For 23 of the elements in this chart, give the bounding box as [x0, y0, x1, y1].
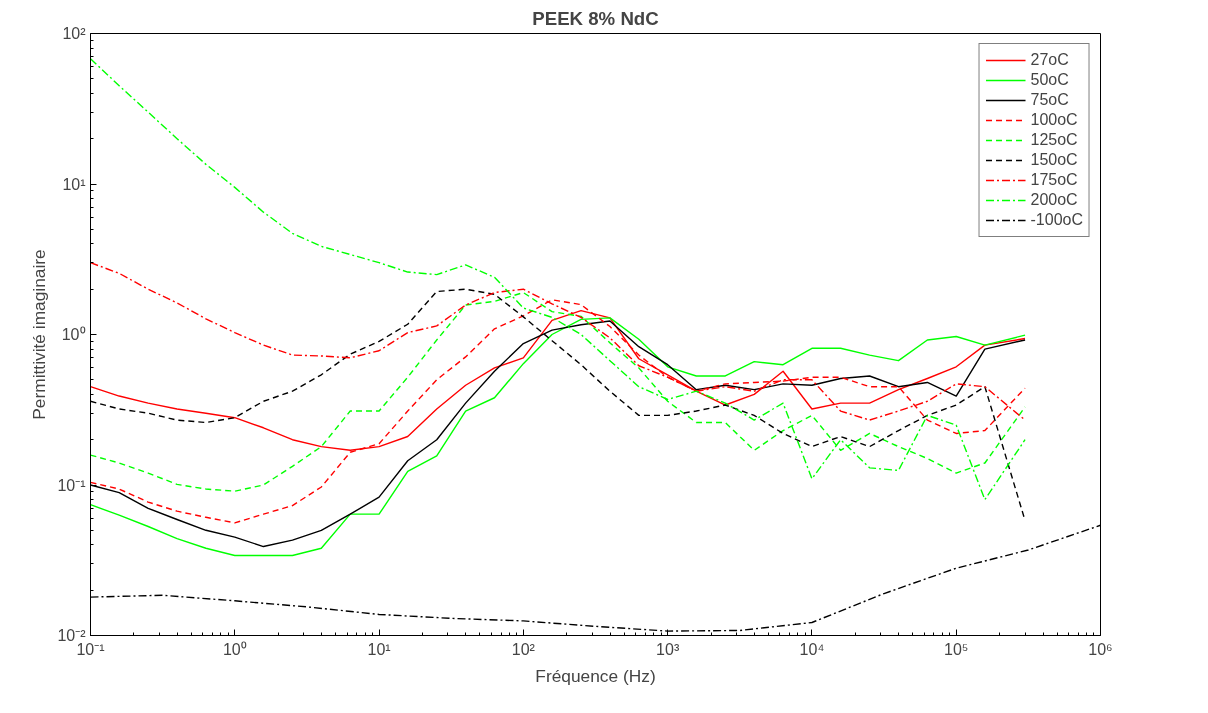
legend-label: 150oC	[1030, 151, 1078, 169]
x-tick-label: 10⁰	[222, 640, 247, 658]
legend-label: 27oC	[1030, 51, 1069, 69]
x-axis-title: Fréquence (Hz)	[535, 665, 656, 686]
legend-label: 100oC	[1030, 111, 1078, 129]
legend-label: 175oC	[1030, 171, 1078, 189]
y-tick-label: 10⁰	[61, 326, 86, 343]
x-tick-label: 10⁵	[944, 640, 969, 658]
chart-title: PEEK 8% NdC	[532, 7, 659, 29]
y-tick-label: 10⁻¹	[57, 476, 86, 494]
x-tick-label: 10⁴	[799, 640, 825, 658]
y-tick-label: 10¹	[62, 175, 86, 193]
y-tick-label: 10²	[62, 25, 87, 42]
x-tick-label: 10⁶	[1088, 640, 1113, 658]
x-tick-label: 10²	[511, 640, 536, 658]
legend-label: -100oC	[1030, 211, 1083, 229]
x-tick-label: 10¹	[367, 640, 391, 658]
legend-label: 75oC	[1030, 91, 1069, 109]
legend-label: 50oC	[1030, 71, 1069, 89]
legend-label: 200oC	[1030, 191, 1078, 209]
y-axis-title: Permittivité imaginaire	[29, 249, 50, 420]
legend-label: 125oC	[1030, 131, 1078, 149]
x-tick-label: 10³	[656, 640, 680, 658]
